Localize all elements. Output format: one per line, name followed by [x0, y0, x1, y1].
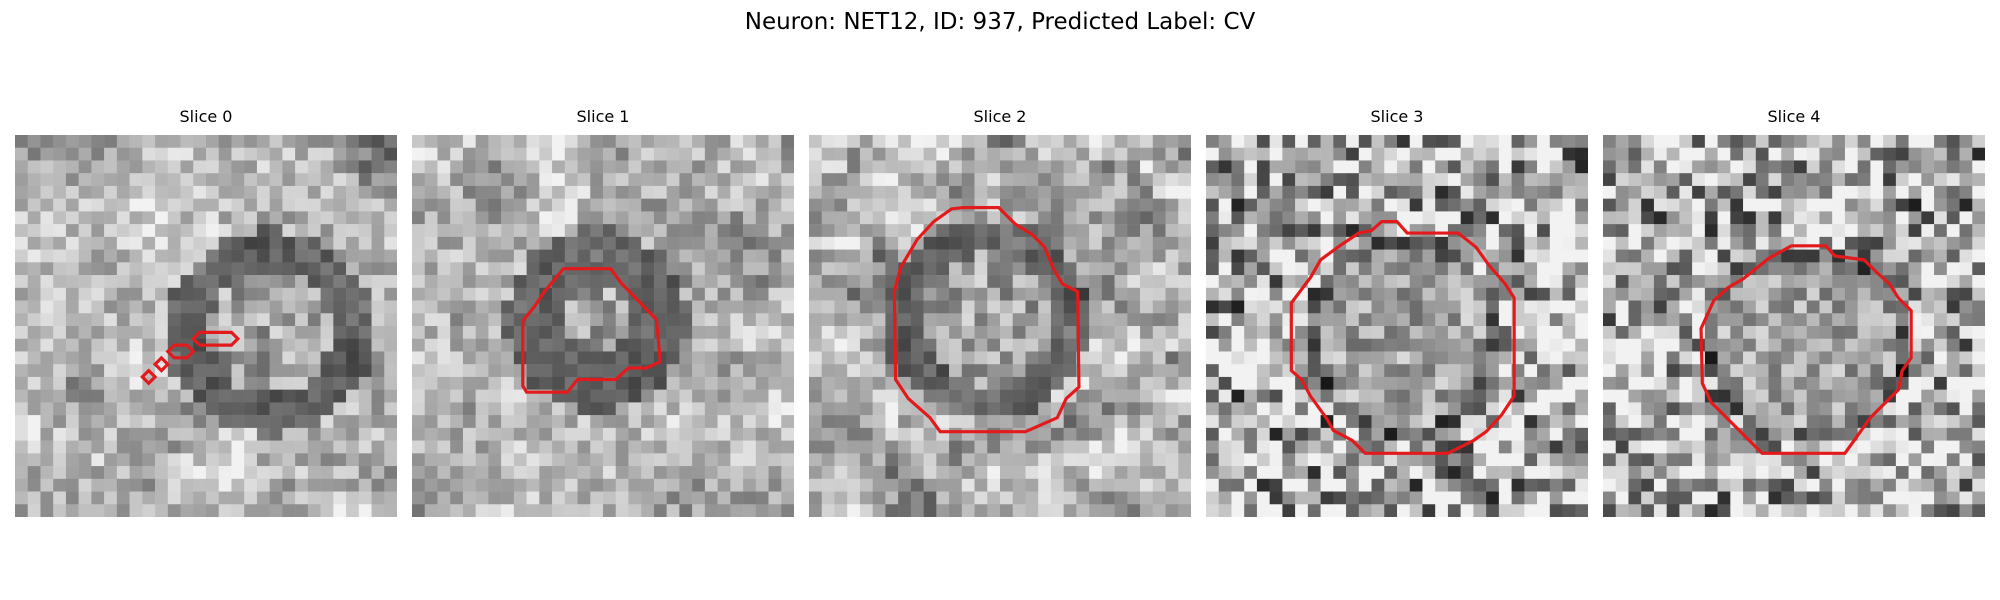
slice-panel-1: Slice 1 [412, 107, 794, 517]
slice-title: Slice 0 [179, 107, 233, 126]
roi-contour [892, 205, 1081, 434]
grayscale-microscopy-image [412, 135, 794, 517]
grayscale-microscopy-image [1603, 135, 1985, 517]
slice-image-1 [412, 135, 794, 517]
grayscale-microscopy-image [1206, 135, 1588, 517]
slice-image-3 [1206, 135, 1588, 517]
roi-contour [521, 267, 662, 394]
slice-panel-4: Slice 4 [1603, 107, 1985, 517]
slice-panel-3: Slice 3 [1206, 107, 1588, 517]
slice-image-0 [15, 135, 397, 517]
slice-panel-0: Slice 0 [15, 107, 397, 517]
slice-panel-2: Slice 2 [809, 107, 1191, 517]
roi-contour [1699, 244, 1913, 455]
grayscale-microscopy-image [15, 135, 397, 517]
slice-image-4 [1603, 135, 1985, 517]
slice-title: Slice 3 [1370, 107, 1424, 126]
grayscale-microscopy-image [809, 135, 1191, 517]
slice-title: Slice 4 [1767, 107, 1821, 126]
slice-title: Slice 1 [576, 107, 630, 126]
figure-title: Neuron: NET12, ID: 937, Predicted Label:… [744, 9, 1256, 35]
slice-title: Slice 2 [973, 107, 1027, 126]
slice-image-2 [809, 135, 1191, 517]
roi-contour [1289, 219, 1516, 455]
roi-contour [140, 330, 241, 386]
